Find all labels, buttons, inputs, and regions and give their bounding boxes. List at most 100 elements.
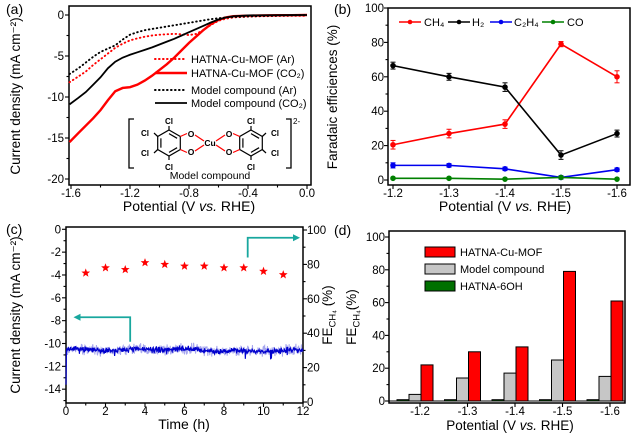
c-current-trace — [65, 344, 304, 385]
c-axis-arrows — [73, 234, 300, 342]
svg-text:0: 0 — [379, 396, 385, 408]
d-legend: HATNA-Cu-MOF Model compound HATNA-6OH — [424, 246, 544, 293]
svg-text:O: O — [226, 147, 233, 157]
svg-text:O: O — [226, 129, 233, 139]
a-legend-label: HATNA-Cu-MOF (CO₂) — [191, 68, 304, 80]
svg-text:-4: -4 — [51, 270, 62, 282]
svg-text:40: 40 — [371, 106, 384, 118]
a-legend-label: HATNA-Cu-MOF (Ar) — [191, 54, 295, 66]
svg-text:-20: -20 — [47, 174, 64, 186]
d-bar — [468, 351, 481, 402]
b-legend: CH₄ H₂ C₂H₄ CO — [399, 17, 584, 29]
svg-text:-0.8: -0.8 — [179, 188, 199, 200]
d-bar — [551, 359, 564, 402]
d-legend-swatch-Model compound — [424, 263, 456, 275]
c-ylabel-left: Current density (mA cm⁻²) — [8, 236, 23, 393]
svg-text:60: 60 — [372, 298, 385, 310]
svg-text:80: 80 — [371, 37, 384, 49]
svg-text:10: 10 — [257, 406, 270, 418]
plot-frame — [65, 226, 304, 404]
svg-text:-0.4: -0.4 — [238, 188, 258, 200]
svg-text:100: 100 — [366, 232, 385, 244]
svg-text:-10: -10 — [44, 339, 61, 351]
svg-text:-1.5: -1.5 — [553, 406, 573, 418]
svg-text:60: 60 — [371, 72, 384, 84]
panel-b: (b) 0 20 40 60 80 100 -1.2 -1.3 -1.4 -1.5 -1.6 CH₄ H… — [320, 0, 640, 218]
d-bar — [515, 346, 529, 402]
c-arrow-right — [246, 236, 295, 258]
c-current-fuzz — [65, 342, 304, 385]
a-legend-label: Model compound (CO₂) — [191, 98, 307, 110]
b-legend-label: CH₄ — [424, 17, 445, 29]
a-xlabel: Potential (V vs. RHE) — [123, 198, 255, 214]
d-bar — [456, 377, 469, 402]
d-bar — [598, 375, 612, 402]
panel-c-chart: 0 2 4 6 8 10 120-2-4-6-8-10-12-14020406080100T… — [8, 224, 337, 432]
c-ylabel-right: FECH₄ (%) — [320, 285, 337, 344]
svg-text:Cl: Cl — [247, 117, 255, 126]
c-fe-stars — [81, 258, 288, 279]
panel-d: (d) 0 20 40 60 80 100 -1.2 -1.3 -1.4 -1.5 -1.6 HATN… — [320, 218, 640, 436]
d-bar — [503, 372, 517, 402]
svg-text:0: 0 — [55, 224, 61, 236]
panel-b-tag: (b) — [334, 1, 352, 17]
a-ylabel: Current density (mA cm⁻²) — [8, 17, 23, 174]
panel-a: (a) -1.6 -1.2 -0.8 -0.4 0.0 0 -5 -10 -15 -20 HATNA… — [0, 0, 320, 218]
d-ylabel: FECH₄(%) — [344, 289, 361, 345]
svg-text:Cl: Cl — [271, 149, 279, 158]
b-xlabel: Potential (V vs. RHE) — [439, 198, 571, 214]
c-left-y-axis: 0 -2 -4 -6 -8 -10 -12 -14 — [44, 224, 66, 402]
svg-text:20: 20 — [307, 363, 320, 375]
svg-text:-10: -10 — [47, 92, 64, 104]
svg-text:-1.3: -1.3 — [458, 406, 478, 418]
svg-text:Cl: Cl — [141, 129, 149, 138]
d-bars-Model compound — [408, 359, 612, 402]
svg-text:-1.2: -1.2 — [410, 406, 430, 418]
svg-text:40: 40 — [372, 330, 385, 342]
svg-text:-15: -15 — [47, 133, 64, 145]
svg-text:2: 2 — [102, 406, 108, 418]
svg-text:-1.2: -1.2 — [120, 188, 140, 200]
svg-text:80: 80 — [372, 265, 385, 277]
svg-text:0: 0 — [63, 406, 69, 418]
svg-text:-1.3: -1.3 — [439, 188, 459, 200]
svg-text:8: 8 — [221, 406, 227, 418]
c-xlabel: Time (h) — [158, 416, 210, 432]
b-legend-label: H₂ — [472, 17, 484, 29]
svg-text:-8: -8 — [51, 316, 61, 328]
plot-frame — [68, 5, 312, 186]
b-legend-label: CO — [567, 17, 584, 29]
d-legend-swatch-HATNA-Cu-MOF — [424, 246, 456, 258]
d-xlabel: Potential (V vs. RHE) — [446, 418, 574, 433]
svg-text:-1.4: -1.4 — [495, 188, 515, 200]
d-legend-swatch-HATNA-6OH — [424, 280, 456, 292]
svg-text:6: 6 — [181, 406, 187, 418]
svg-text:20: 20 — [371, 141, 384, 153]
panel-c-tag: (c) — [6, 221, 23, 237]
svg-text:-2: -2 — [51, 247, 61, 259]
svg-text:Cl: Cl — [141, 149, 149, 158]
svg-text:40: 40 — [307, 328, 320, 340]
b-legend-label: C₂H₄ — [514, 17, 539, 29]
d-legend-label: HATNA-6OH — [460, 281, 523, 293]
svg-text:100: 100 — [365, 3, 384, 15]
d-y-axis: 0 20 40 60 80 100 — [366, 232, 389, 408]
a-legend: HATNA-Cu-MOF (Ar) HATNA-Cu-MOF (CO₂) Model… — [154, 54, 307, 110]
a-inset-caption: Model compound — [170, 170, 251, 182]
svg-text:-1.4: -1.4 — [505, 406, 525, 418]
a-series-Model compound (CO₂) — [68, 14, 308, 106]
svg-text:0: 0 — [378, 175, 384, 187]
svg-text:12: 12 — [297, 406, 310, 418]
svg-text:4: 4 — [142, 406, 149, 418]
panel-c: (c) 0 2 4 6 8 10 12 0 -2 -4 -6 -8 -10 -12 -14 0 20 40 60 80… — [0, 218, 337, 436]
plot-frame — [387, 7, 631, 186]
svg-text:-1.6: -1.6 — [61, 188, 81, 200]
svg-text:-1.6: -1.6 — [600, 406, 620, 418]
svg-text:0: 0 — [307, 397, 313, 409]
panel-a-chart: -1.6 -1.2 -0.8 -0.4 0.0 0 -5 -10 -15 -20 HATNA-Cu-… — [8, 5, 315, 214]
svg-text:-1.5: -1.5 — [551, 188, 571, 200]
c-right-y-axis: 0 20 40 60 80 100 — [303, 225, 326, 409]
svg-text:20: 20 — [372, 363, 385, 375]
